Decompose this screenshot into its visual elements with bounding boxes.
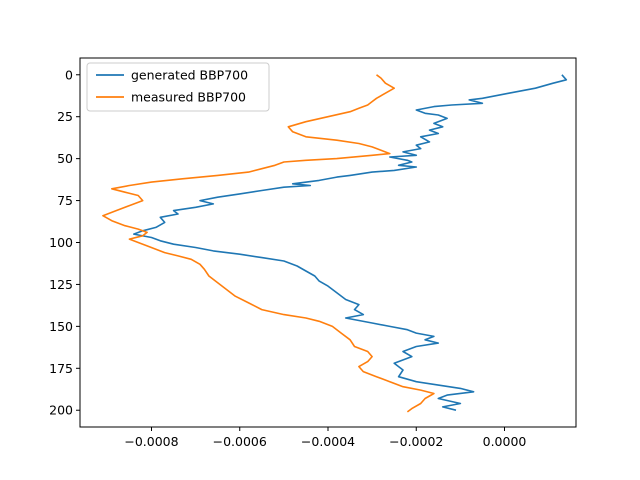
x-tick-label: 0.0000	[483, 434, 527, 449]
y-tick-label: 0	[65, 67, 73, 82]
x-tick-label: −0.0004	[301, 434, 355, 449]
x-tick-label: −0.0006	[213, 434, 267, 449]
y-tick-label: 100	[49, 235, 73, 250]
y-tick-label: 175	[49, 361, 73, 376]
y-tick-label: 125	[49, 277, 73, 292]
legend: generated BBP700 measured BBP700	[86, 62, 270, 112]
y-tick-label: 200	[49, 403, 73, 418]
x-axis-ticks: −0.0008 −0.0006 −0.0004 −0.0002 0.0000	[124, 427, 526, 449]
series-line-0	[133, 74, 568, 411]
legend-box	[86, 62, 270, 112]
legend-label-measured: measured BBP700	[131, 90, 246, 105]
plot-background	[80, 58, 576, 427]
y-tick-label: 25	[57, 109, 73, 124]
y-tick-label: 75	[57, 193, 73, 208]
x-tick-label: −0.0002	[389, 434, 443, 449]
x-tick-label: −0.0008	[124, 434, 178, 449]
plot-frame	[79, 57, 577, 428]
series-line-1	[102, 74, 435, 413]
legend-label-generated: generated BBP700	[131, 68, 248, 83]
y-tick-label: 150	[49, 319, 73, 334]
y-axis-ticks: 0 25 50 75 100 125 150 175 200	[49, 67, 80, 418]
series-layer	[102, 74, 568, 413]
y-tick-label: 50	[57, 151, 73, 166]
